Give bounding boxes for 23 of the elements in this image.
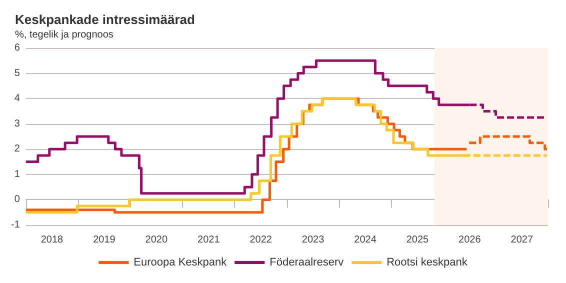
chart-title: Keskpankade intressimäärad	[15, 12, 195, 27]
x-tick-label: 2021	[198, 234, 220, 246]
legend-label: Föderaalreserv	[270, 256, 344, 268]
y-tick-label: 2	[14, 144, 20, 155]
y-tick-label: 5	[14, 68, 20, 79]
legend-label: Rootsi keskpank	[386, 256, 468, 268]
x-tick-label: 2026	[458, 234, 482, 246]
y-tick-label: 3	[14, 118, 20, 130]
chart-subtitle: %, tegelik ja prognoos	[15, 30, 114, 40]
x-tick-label: 2024	[354, 234, 377, 246]
x-tick-label: 2027	[510, 234, 534, 246]
x-tick-label: 2022	[250, 234, 272, 246]
y-tick-label: -1	[10, 220, 20, 230]
x-tick-label: 2018	[40, 234, 64, 246]
y-tick-label: 4	[14, 93, 20, 104]
y-tick-label: 6	[14, 42, 20, 54]
y-tick-label: 1	[14, 168, 20, 180]
legend-label: Euroopa Keskpank	[134, 256, 228, 268]
x-tick-label: 2023	[302, 234, 325, 246]
y-tick-label: 0	[14, 194, 20, 206]
x-tick-label: 2025	[406, 234, 430, 246]
x-tick-label: 2020	[145, 234, 168, 246]
x-tick-label: 2019	[93, 234, 116, 246]
